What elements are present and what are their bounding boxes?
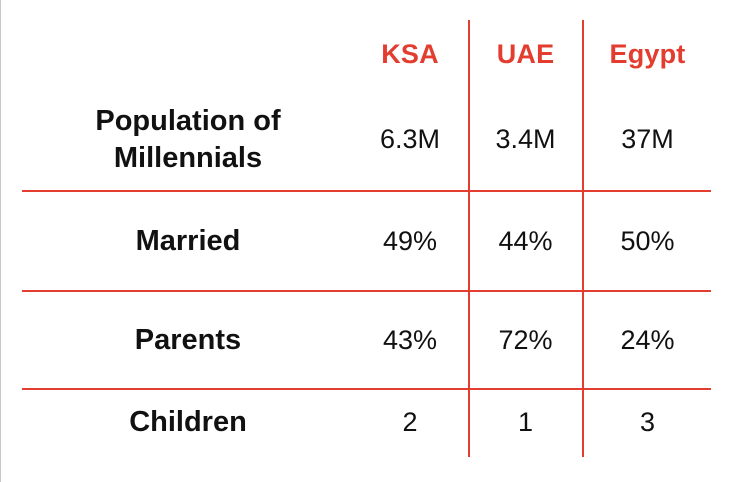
children-ksa-value: 2 xyxy=(402,406,418,437)
parents-egypt-value: 24% xyxy=(620,324,675,355)
row-label-parents: Parents xyxy=(134,323,242,356)
population-egypt-value: 37M xyxy=(621,123,674,154)
column-header-egypt: Egypt xyxy=(609,38,686,69)
row-divider-1 xyxy=(22,190,711,192)
column-header-ksa: KSA xyxy=(381,38,439,69)
row-label-married: Married xyxy=(135,224,241,257)
children-egypt-value: 3 xyxy=(639,406,656,437)
married-ksa-value: 49% xyxy=(382,225,438,256)
children-uae-value: 1 xyxy=(517,406,534,437)
married-uae-value: 44% xyxy=(498,225,553,256)
parents-uae-value: 72% xyxy=(498,324,553,355)
parents-ksa-value: 43% xyxy=(382,324,438,355)
row-label-children: Children xyxy=(129,405,247,438)
row-label-population-of-millennials: Population of Millennials xyxy=(95,105,281,174)
row-divider-3 xyxy=(22,388,711,390)
column-header-uae: UAE xyxy=(496,38,555,69)
population-ksa-value: 6.3M xyxy=(379,123,441,154)
column-divider-uae-egypt xyxy=(582,20,584,457)
population-uae-value: 3.4M xyxy=(495,123,556,154)
married-egypt-value: 50% xyxy=(620,225,675,256)
row-divider-2 xyxy=(22,290,711,292)
column-divider-ksa-uae xyxy=(468,20,470,457)
